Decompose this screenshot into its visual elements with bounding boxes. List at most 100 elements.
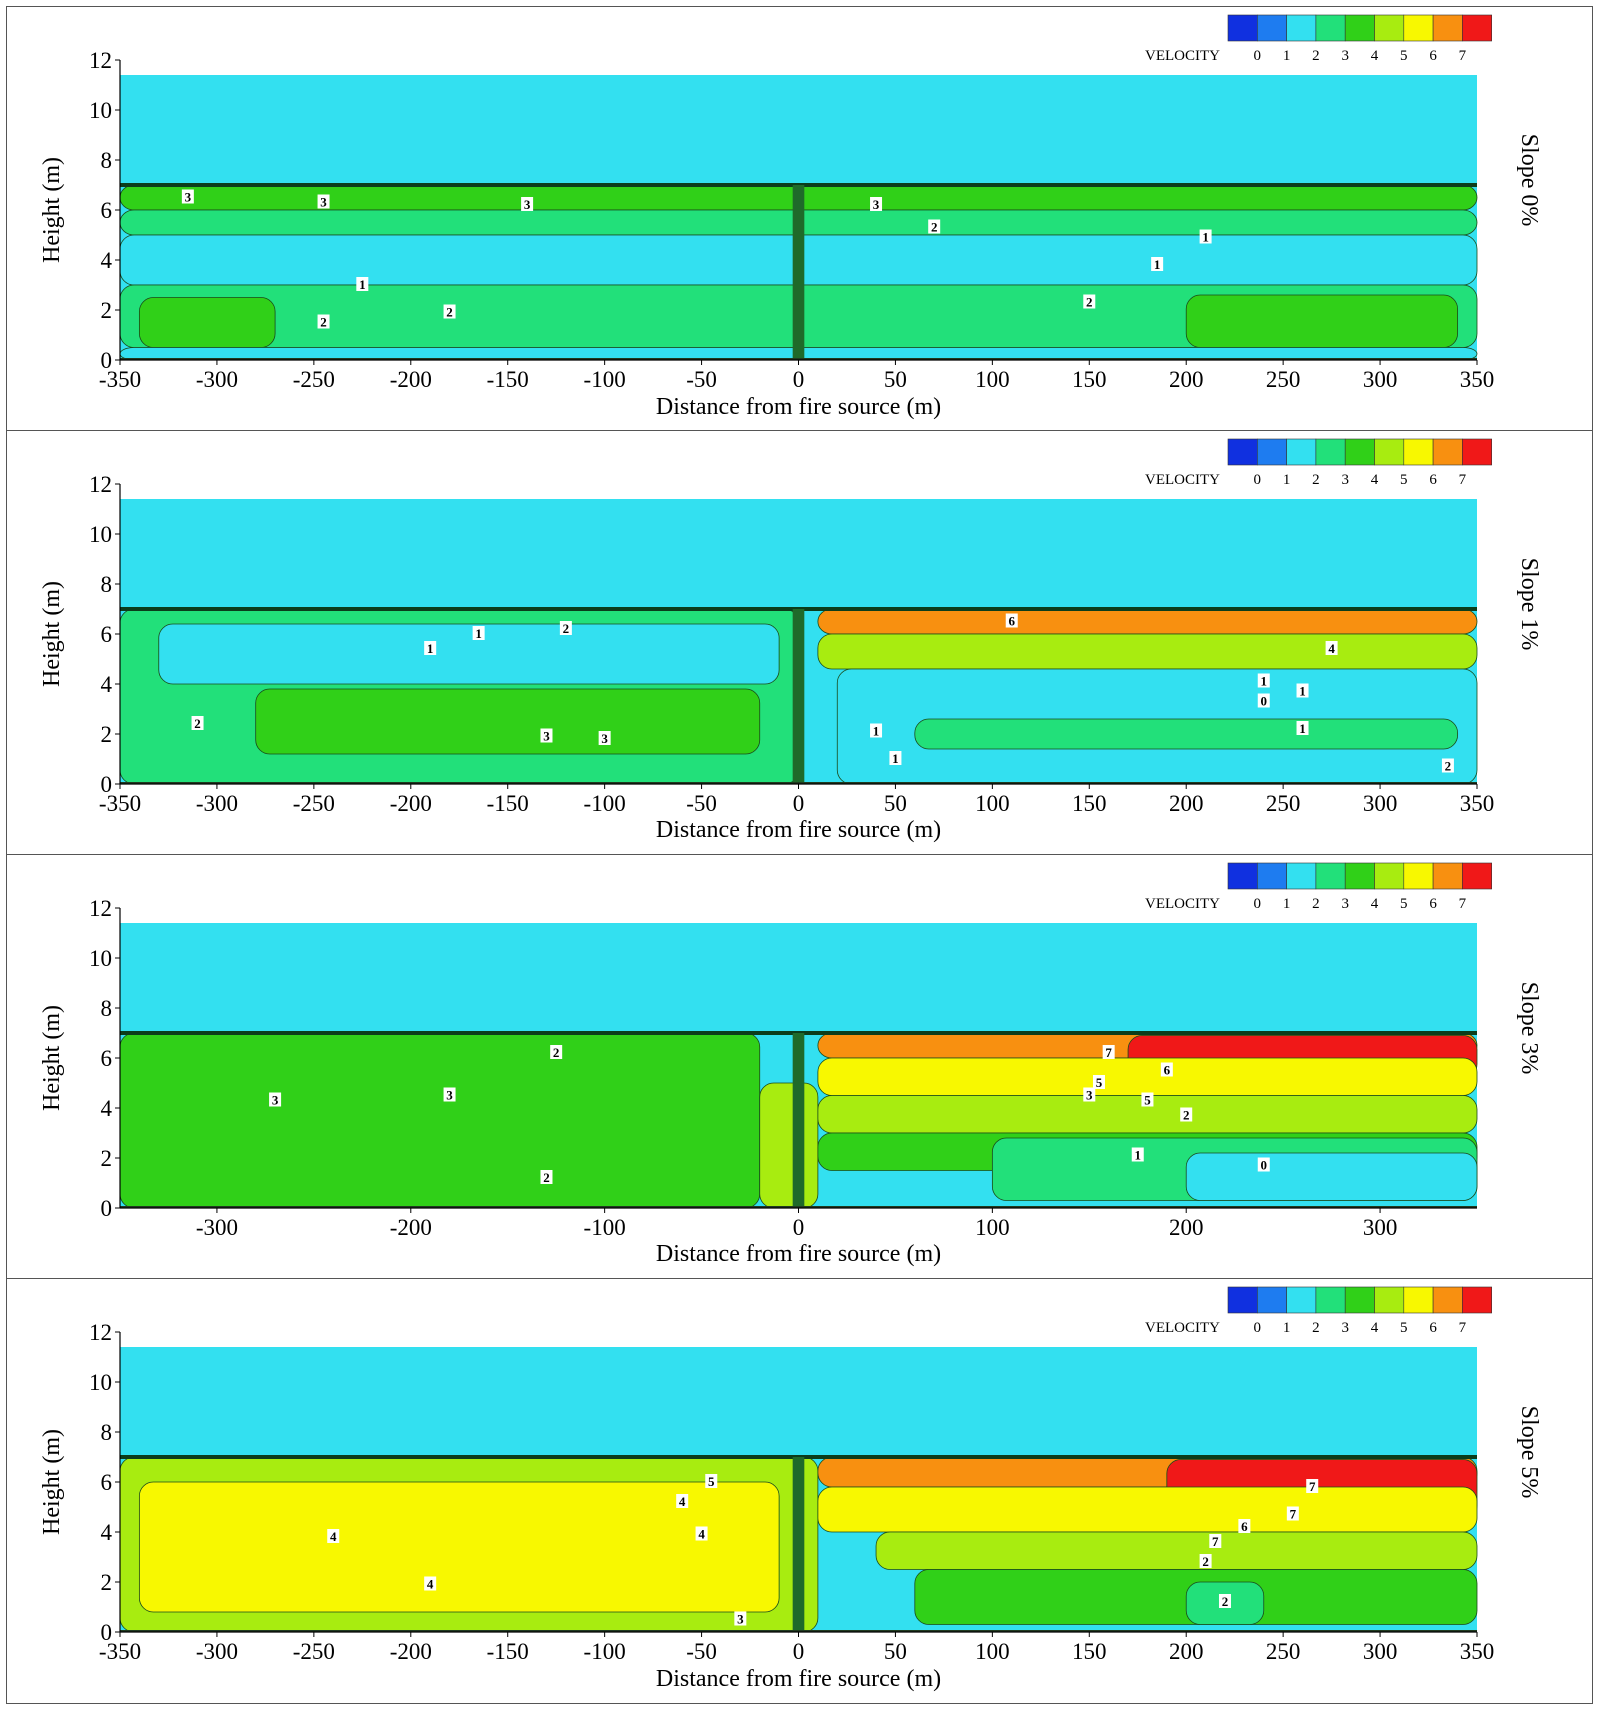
y-tick-label: 8 xyxy=(101,996,113,1021)
x-tick-label: 200 xyxy=(1169,367,1204,392)
contour-label: 1 xyxy=(892,751,899,766)
legend-swatch xyxy=(1403,862,1434,890)
x-tick-label: -250 xyxy=(293,1639,335,1664)
legend-swatch xyxy=(1286,862,1317,890)
legend-swatch xyxy=(1315,14,1346,42)
legend-swatch xyxy=(1286,438,1317,466)
contour-label: 3 xyxy=(524,197,531,212)
legend-swatch xyxy=(1227,862,1258,890)
contour-label-box xyxy=(521,197,534,211)
legend-level-label: 2 xyxy=(1312,48,1320,64)
contour-label: 4 xyxy=(679,1494,686,1509)
contour-label-box xyxy=(1296,721,1309,735)
tunnel-floor xyxy=(120,1206,1477,1208)
contour-label-box xyxy=(1209,1534,1222,1548)
contour-label: 1 xyxy=(1261,674,1268,689)
legend-swatch xyxy=(1344,438,1375,466)
contour-label: 1 xyxy=(427,641,434,656)
legend-level-label: 0 xyxy=(1254,48,1262,64)
upper-region xyxy=(120,923,1477,1033)
x-tick-label: 50 xyxy=(884,367,907,392)
chart-panel-2: 2 3 3 2 7 6 5 3 5 2 1 0 0 2 4 6 8 10 12 -300 -200 -100 0 100 200… xyxy=(6,855,1593,1279)
x-tick-label: -50 xyxy=(686,367,717,392)
contour-label: 1 xyxy=(1299,721,1306,736)
x-tick-label: -300 xyxy=(196,1639,238,1664)
contour-label-box xyxy=(443,304,456,319)
contour-label-box xyxy=(1296,683,1309,698)
contour-label-box xyxy=(1441,758,1454,773)
legend-level-label: 1 xyxy=(1283,1320,1291,1336)
y-axis-label: Height (m) xyxy=(39,1429,65,1535)
fire-plume xyxy=(792,185,805,360)
legend-level-label: 1 xyxy=(1283,896,1291,912)
contour-label: 6 xyxy=(1164,1063,1171,1078)
contour-label: 1 xyxy=(1135,1148,1142,1163)
contour-label-box xyxy=(1180,1107,1193,1122)
contour-label-box xyxy=(1218,1594,1231,1608)
contour-label: 3 xyxy=(737,1612,744,1627)
legend-level-label: 1 xyxy=(1283,472,1291,488)
legend-level-label: 4 xyxy=(1371,472,1379,488)
legend-swatch xyxy=(1227,1286,1258,1314)
legend-swatch xyxy=(1462,862,1493,890)
contour-label: 4 xyxy=(698,1527,705,1542)
x-axis-label: Distance from fire source (m) xyxy=(656,394,941,420)
y-axis-label: Height (m) xyxy=(39,1005,65,1111)
velocity-band xyxy=(759,1082,819,1209)
x-tick-label: 150 xyxy=(1072,791,1107,816)
legend-level-label: 6 xyxy=(1429,896,1437,912)
x-tick-label: -50 xyxy=(686,791,717,816)
y-tick-label: 0 xyxy=(101,772,113,797)
legend-level-label: 0 xyxy=(1254,1320,1262,1336)
x-tick-label: -150 xyxy=(487,367,529,392)
panel-label: Slope 0% xyxy=(1516,134,1542,227)
y-tick-label: 10 xyxy=(89,1370,112,1395)
contour-label: 4 xyxy=(330,1529,337,1544)
legend-swatch xyxy=(1374,862,1405,890)
contour-label: 2 xyxy=(1445,759,1452,774)
y-tick-label: 10 xyxy=(89,946,112,971)
contour-label: 3 xyxy=(601,731,608,746)
legend-level-label: 7 xyxy=(1459,472,1467,488)
contour-label-box xyxy=(1325,641,1338,655)
contour-label: 1 xyxy=(873,724,880,739)
contour-label-box xyxy=(705,1474,718,1488)
x-tick-label: 250 xyxy=(1266,367,1301,392)
contour-label-box xyxy=(191,716,204,730)
legend-level-label: 2 xyxy=(1312,472,1320,488)
contour-label: 2 xyxy=(194,716,201,731)
velocity-band xyxy=(817,633,1478,670)
legend-level-label: 3 xyxy=(1341,472,1349,488)
x-tick-label: -300 xyxy=(196,791,238,816)
contour-label-box xyxy=(598,731,611,745)
contour-label-box xyxy=(1257,1157,1270,1172)
contour-label: 1 xyxy=(1299,684,1306,699)
panel-label: Slope 1% xyxy=(1516,558,1542,651)
legend-swatch xyxy=(1286,1286,1317,1314)
legend-level-label: 2 xyxy=(1312,896,1320,912)
velocity-band xyxy=(817,1486,1478,1533)
contour-label-box xyxy=(424,641,437,655)
y-axis-label: Height (m) xyxy=(39,581,65,687)
contour-label: 2 xyxy=(1086,295,1093,310)
legend-swatch xyxy=(1257,1286,1287,1314)
contour-label: 3 xyxy=(185,190,192,205)
x-tick-label: 0 xyxy=(793,1215,805,1240)
y-tick-label: 6 xyxy=(101,198,113,223)
contour-label: 2 xyxy=(543,1170,550,1185)
x-tick-label: -50 xyxy=(686,1639,717,1664)
contour-label: 2 xyxy=(1202,1554,1209,1569)
x-tick-label: 150 xyxy=(1072,367,1107,392)
tunnel-floor xyxy=(120,358,1477,360)
y-tick-label: 8 xyxy=(101,148,113,173)
contour-label-box xyxy=(1083,1087,1096,1102)
contour-label-box xyxy=(269,1092,282,1107)
contour-label-box xyxy=(317,314,330,329)
contour-label: 2 xyxy=(1222,1594,1229,1609)
x-tick-label: -100 xyxy=(584,1215,626,1240)
y-tick-label: 0 xyxy=(101,1196,113,1221)
contour-label-box xyxy=(181,189,194,204)
y-tick-label: 2 xyxy=(101,298,113,323)
